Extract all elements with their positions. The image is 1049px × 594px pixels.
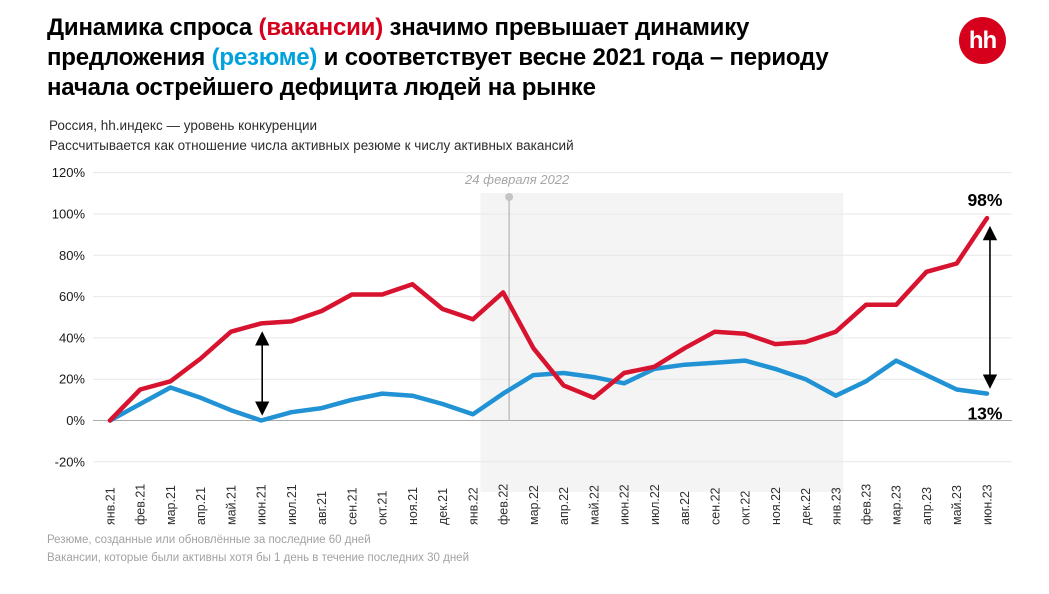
x-axis-tick-label: мар.21	[164, 485, 178, 525]
x-axis-tick-label: окт.21	[376, 491, 390, 525]
y-axis-tick-label: -20%	[55, 454, 86, 469]
vacancies-line	[107, 215, 990, 423]
title-segment: предложения	[47, 44, 212, 71]
x-axis-tick-label: июн.21	[255, 484, 269, 525]
x-axis-tick-label: ноя.21	[406, 487, 420, 525]
subtitle-line-1: Россия, hh.индекс — уровень конкуренции	[49, 118, 318, 133]
title-segment: (резюме)	[211, 44, 318, 71]
x-axis-tick-label: янв.22	[466, 487, 480, 525]
chart-subtitle: Россия, hh.индекс — уровень конкуренции …	[49, 116, 574, 156]
x-axis-tick-label: сен.22	[708, 487, 722, 525]
vacancies-end-label: 98%	[967, 190, 1002, 210]
x-axis-tick-label: май.23	[950, 485, 964, 525]
y-axis-tick-label: 20%	[59, 372, 85, 387]
y-axis-tick-label: 0%	[66, 413, 85, 428]
x-axis-tick-label: апр.22	[557, 487, 571, 525]
subtitle-line-2: Рассчитывается как отношение числа актив…	[49, 138, 574, 153]
title-segment: и соответствует весне 2021 года – период…	[317, 44, 829, 71]
footnotes: Резюме, созданные или обновлённые за пос…	[47, 531, 469, 567]
x-axis-tick-label: июн.22	[618, 484, 632, 525]
x-axis-tick-label: окт.22	[739, 491, 753, 525]
footnote-resumes: Резюме, созданные или обновлённые за пос…	[47, 534, 371, 546]
y-axis-tick-label: 40%	[59, 330, 85, 345]
x-axis-tick-label: сен.21	[345, 487, 359, 525]
hh-logo: hh	[959, 17, 1006, 64]
x-axis-tick-label: дек.22	[799, 488, 813, 525]
event-date-label: 24 февраля 2022	[464, 172, 570, 187]
x-axis-tick-label: июн.23	[980, 484, 994, 525]
title-segment: значимо превышает динамику	[383, 14, 750, 41]
x-axis-tick-label: апр.21	[194, 487, 208, 525]
y-axis-tick-label: 80%	[59, 248, 85, 263]
x-axis-tick-label: янв.21	[104, 487, 118, 525]
resumes-line	[107, 358, 990, 423]
hh-logo-text: hh	[968, 26, 997, 54]
x-axis-tick-label: апр.23	[920, 487, 934, 525]
x-axis-tick-label: фев.23	[860, 484, 874, 525]
title-segment: начала острейшего дефицита людей на рынк…	[47, 74, 596, 101]
x-axis-tick-label: авг.22	[678, 491, 692, 525]
x-axis-tick-label: ноя.22	[769, 487, 783, 525]
y-axis-tick-label: 60%	[59, 289, 85, 304]
x-axis-tick-label: май.22	[587, 485, 601, 525]
resumes-end-label: 13%	[967, 404, 1002, 424]
x-axis-tick-label: фев.22	[497, 484, 511, 525]
x-axis-tick-label: май.21	[224, 485, 238, 525]
x-axis-tick-label: мар.23	[890, 485, 904, 525]
event-date-dot	[505, 193, 514, 201]
footnote-vacancies: Вакансии, которые были активны хотя бы 1…	[47, 552, 469, 564]
x-axis-tick-label: янв.23	[829, 487, 843, 525]
y-axis-tick-label: 120%	[52, 165, 86, 180]
x-axis-tick-label: авг.21	[315, 491, 329, 525]
title-segment: (вакансии)	[258, 14, 384, 41]
x-axis-tick-label: дек.21	[436, 488, 450, 525]
title-segment: Динамика спроса	[47, 14, 259, 41]
x-axis-tick-label: фев.21	[134, 484, 148, 525]
y-axis-tick-label: 100%	[52, 206, 86, 221]
x-axis-tick-label: мар.22	[527, 485, 541, 525]
x-axis-tick-label: июл.21	[285, 484, 299, 525]
x-axis-tick-label: июл.22	[648, 484, 662, 525]
page-title: Динамика спроса (вакансии) значимо превы…	[47, 13, 927, 103]
